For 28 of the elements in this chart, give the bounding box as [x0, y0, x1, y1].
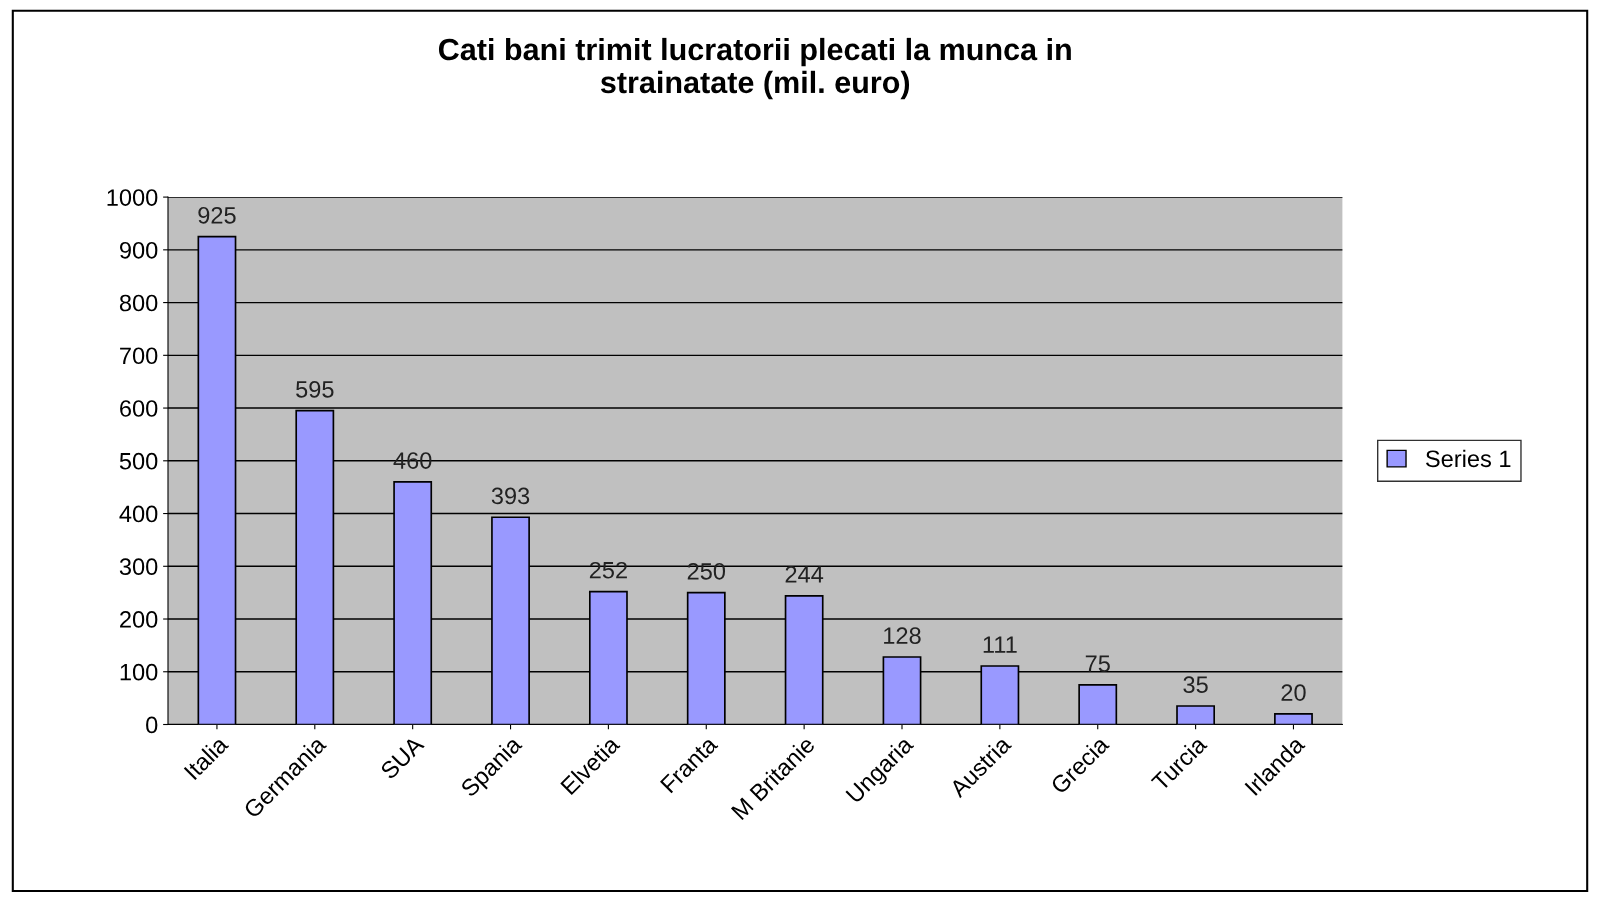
data-label: 111 — [983, 636, 1017, 653]
data-label: 250 — [687, 562, 726, 580]
bar — [1078, 684, 1118, 725]
y-tick-label: 300 — [119, 558, 158, 576]
y-tick-label: 0 — [146, 716, 158, 734]
bar — [1176, 705, 1216, 725]
data-label: 244 — [785, 566, 824, 583]
data-label: 75 — [1085, 655, 1110, 672]
data-label: 925 — [198, 206, 236, 224]
data-label: 35 — [1183, 676, 1208, 694]
legend-label: Series 1 — [1425, 449, 1511, 468]
x-tick-label: Italia — [183, 734, 230, 781]
y-tick-label: 500 — [119, 452, 158, 470]
bar — [1274, 713, 1313, 725]
y-tick-label: 200 — [120, 611, 158, 628]
y-tick-label: 1000 — [107, 189, 158, 206]
y-tick-label: 600 — [120, 400, 158, 417]
y-tick-label: 800 — [119, 294, 158, 312]
chart-title: Cati bani trimit lucratorii plecati la munca in strainatate (mil. euro) — [438, 37, 1071, 100]
data-label: 393 — [491, 487, 530, 505]
data-label: 128 — [884, 627, 921, 644]
y-tick-label: 400 — [119, 505, 158, 523]
y-tick-label: 700 — [120, 347, 158, 365]
data-label: 20 — [1281, 684, 1306, 701]
y-tick-label: 900 — [119, 241, 158, 259]
x-tick-label: SUA — [379, 734, 425, 781]
data-label: 595 — [296, 380, 334, 398]
y-tick-label: 100 — [120, 663, 158, 681]
